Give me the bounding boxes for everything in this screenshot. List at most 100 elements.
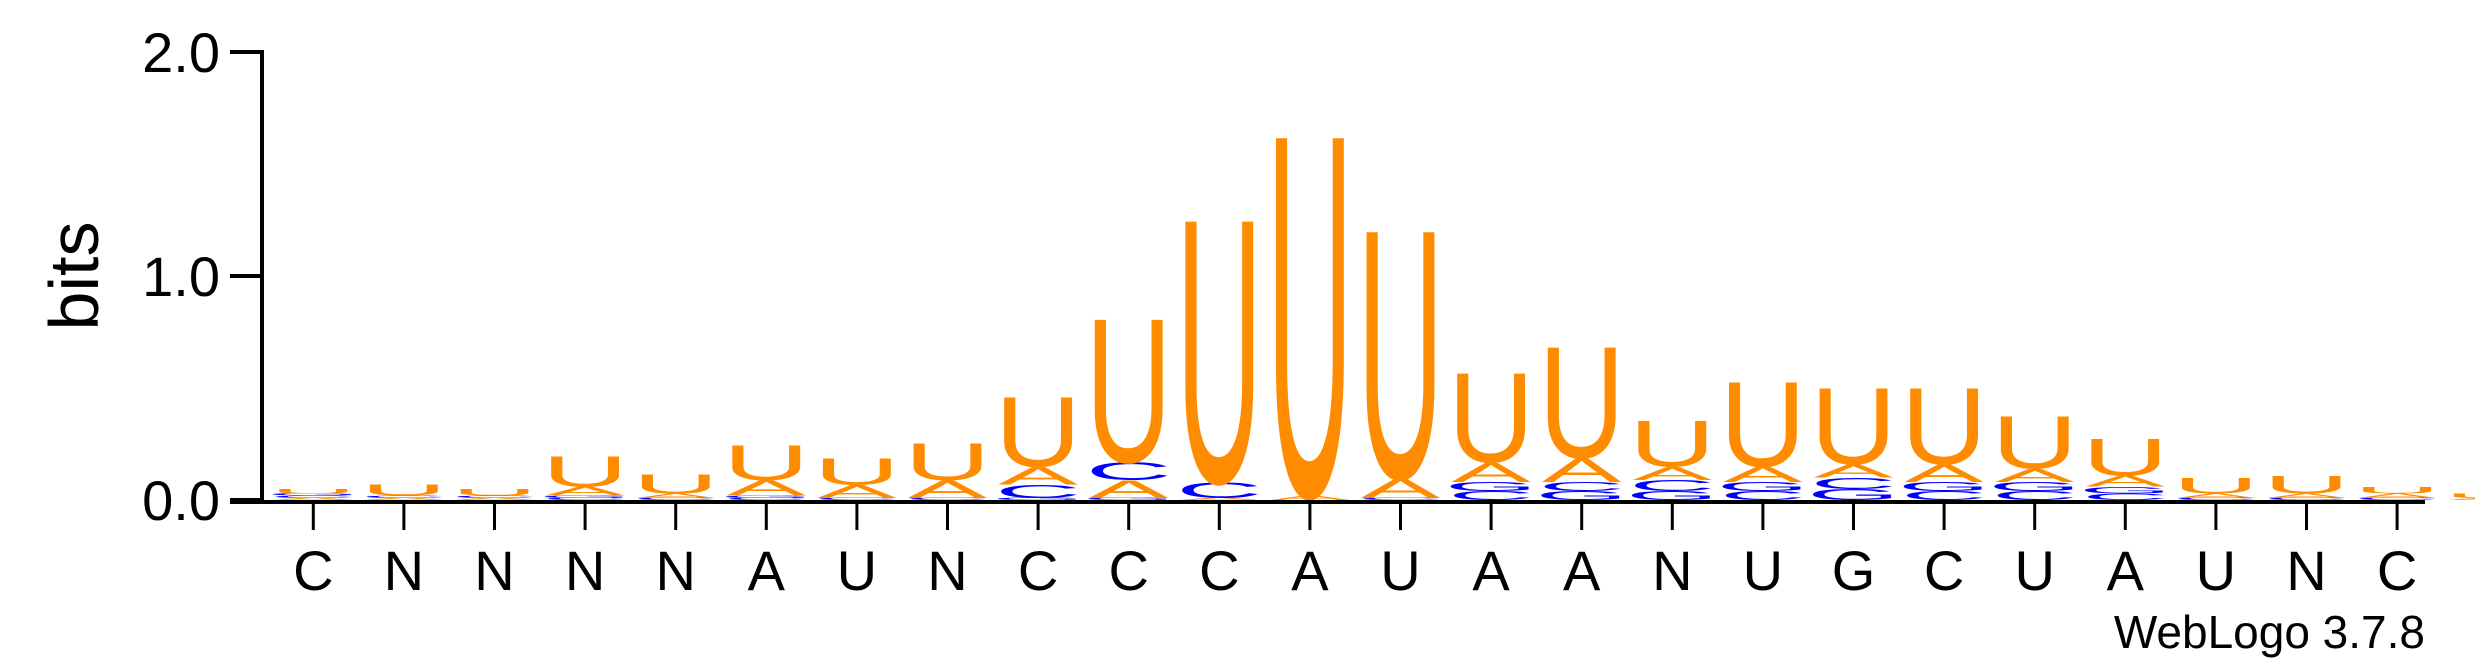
- x-tick-label: A: [1472, 539, 1510, 602]
- logo-glyph-a: A: [1904, 460, 1984, 488]
- logo-glyph-a: A: [1089, 475, 1169, 503]
- y-axis-ticks: 0.0 1.0 2.0: [142, 21, 262, 532]
- y-axis-label: bits: [35, 222, 113, 331]
- logo-glyph-a: A: [364, 497, 445, 500]
- logo-glyph-u: U: [2263, 471, 2349, 499]
- x-tick-label: U: [1743, 539, 1783, 602]
- logo-glyph-a: A: [1270, 494, 1350, 501]
- x-tick-label: C: [2377, 539, 2417, 602]
- logo-glyph-c: C: [814, 497, 900, 500]
- logo-glyph-u: U: [1539, 313, 1625, 492]
- logo-glyph-g: G: [1626, 489, 1719, 503]
- logo-glyph-g: G: [1082, 497, 1175, 500]
- x-tick-label: A: [1563, 539, 1601, 602]
- x-tick-label: A: [748, 539, 786, 602]
- logo-glyph-a: A: [1451, 457, 1531, 488]
- logo-glyph-c: C: [2354, 497, 2440, 500]
- x-tick-label: G: [1832, 539, 1876, 602]
- logo-glyph-u: U: [2173, 474, 2259, 498]
- x-tick-label: A: [2107, 539, 2145, 602]
- logo-glyph-a: A: [1179, 497, 1260, 500]
- logo-glyph-c: C: [1176, 478, 1262, 502]
- x-tick-label: C: [1108, 539, 1148, 602]
- logo-glyph-u: U: [723, 435, 809, 491]
- logo-glyph-u: U: [270, 488, 356, 495]
- x-tick-label: N: [565, 539, 605, 602]
- logo-glyph-u: U: [451, 487, 537, 498]
- logo-glyph-u: U: [1086, 275, 1172, 506]
- logo-glyph-a: A: [2085, 473, 2165, 490]
- logo-glyph-u: U: [904, 432, 990, 492]
- x-tick-label: A: [1291, 539, 1329, 602]
- logo-glyph-u: U: [1901, 366, 1987, 488]
- logo-glyph-c: C: [1448, 489, 1534, 503]
- logo-glyph-g: G: [1988, 480, 2081, 494]
- x-tick-label: U: [1380, 539, 1420, 602]
- x-tick-label: N: [2286, 539, 2326, 602]
- logo-glyph-u: U: [1720, 356, 1806, 492]
- weblogo-credit: WebLogo 3.7.8: [2114, 606, 2425, 658]
- logo-glyph-u: U: [542, 448, 628, 497]
- logo-glyph-a: A: [2357, 492, 2437, 499]
- logo-glyph-c: C: [633, 497, 719, 500]
- logo-glyph-a: A: [545, 484, 625, 498]
- x-tick-label: U: [837, 539, 877, 602]
- logo-glyph-g: G: [1445, 480, 1538, 494]
- logo-glyph-u: U: [1629, 408, 1715, 481]
- x-tick-label: N: [655, 539, 695, 602]
- logo-glyph-a: A: [1542, 451, 1622, 490]
- logo-glyph-u: U: [1357, 156, 1443, 554]
- logo-glyph-a: A: [455, 497, 536, 500]
- logo-glyph-c: C: [1539, 480, 1625, 494]
- logo-glyph-g: G: [2079, 485, 2172, 496]
- logo-glyph-a: A: [726, 476, 807, 500]
- logo-glyph-u: U: [2445, 492, 2475, 499]
- logo-glyph-g: G: [1807, 486, 1900, 503]
- logo-glyph-g: G: [720, 495, 813, 498]
- logo-glyph-a: A: [1995, 465, 2075, 486]
- x-tick-label: N: [927, 539, 967, 602]
- logo-glyph-u: U: [633, 468, 719, 499]
- y-tick-label: 1.0: [142, 245, 220, 308]
- logo-glyph-c: C: [1086, 458, 1172, 486]
- logo-glyph-c: C: [904, 497, 990, 500]
- x-tick-label: C: [1924, 539, 1964, 602]
- logo-glyph-c: C: [1810, 475, 1896, 492]
- logo-glyph-g: G: [1898, 480, 1991, 494]
- logo-glyph-a: A: [636, 492, 716, 499]
- logo-glyph-u: U: [2082, 427, 2168, 487]
- x-tick-label: U: [2014, 539, 2054, 602]
- logo-glyph-c: C: [1992, 489, 2078, 503]
- logo-glyph-u: U: [1176, 141, 1262, 563]
- logo-glyph-c: C: [1357, 497, 1443, 500]
- x-tick-label: U: [2196, 539, 2236, 602]
- logo-glyph-a: A: [2176, 492, 2256, 499]
- x-tick-label: N: [384, 539, 424, 602]
- logo-glyph-c: C: [723, 497, 809, 500]
- logo-glyph-c: C: [1901, 489, 1987, 503]
- logo-glyph-a: A: [908, 475, 988, 503]
- x-tick-label: N: [1652, 539, 1692, 602]
- logo-glyph-a: A: [817, 481, 897, 502]
- logo-glyph-c: C: [270, 495, 356, 498]
- logo-glyph-c: C: [361, 495, 447, 498]
- logo-glyph-g: G: [1716, 480, 1809, 494]
- y-tick-label: 2.0: [142, 21, 220, 84]
- logo-glyph-u: U: [361, 482, 447, 499]
- logo-glyph-c: C: [2173, 497, 2259, 500]
- logo-glyph-a: A: [2267, 492, 2347, 499]
- logo-glyph-c: C: [1720, 489, 1806, 503]
- logo-glyph-u: U: [2354, 485, 2440, 496]
- logo-glyph-a: A: [1723, 462, 1804, 486]
- logo-glyph-g: G: [1535, 489, 1628, 503]
- logo-glyph-a: A: [1361, 472, 1441, 503]
- logo-glyph-a: A: [1814, 461, 1894, 482]
- logo-glyph-u: U: [814, 450, 900, 492]
- logo-glyph-a: A: [998, 462, 1078, 490]
- logo-glyph-a: A: [1632, 463, 1712, 484]
- logo-glyph-g: G: [267, 493, 360, 496]
- logo-glyph-u: U: [1448, 347, 1534, 490]
- x-tick-label: N: [474, 539, 514, 602]
